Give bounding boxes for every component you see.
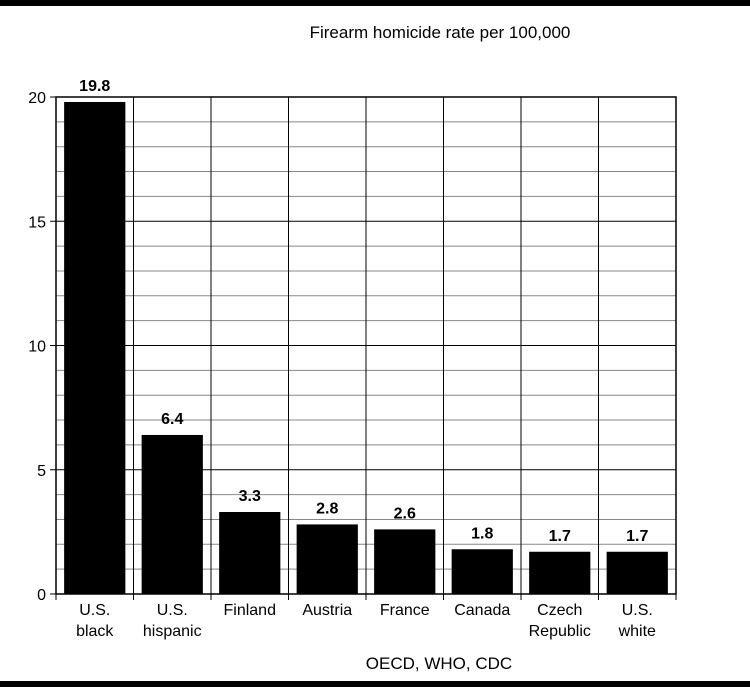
- bar: [529, 551, 591, 594]
- value-label: 2.8: [316, 500, 338, 517]
- category-label: hispanic: [143, 623, 202, 640]
- category-labels: U.S. black U.S. hispanic Finland Austria Franc…: [76, 602, 656, 640]
- chart-frame: Firearm homicide rate per 100,000 0 5 10 15…: [0, 6, 750, 681]
- category-label: Czech: [537, 602, 582, 619]
- value-label: 2.6: [394, 505, 416, 522]
- category-label: black: [76, 623, 114, 640]
- category-label: Republic: [529, 623, 591, 640]
- bar: [606, 551, 668, 594]
- bar: [219, 511, 281, 594]
- value-label: 3.3: [239, 488, 261, 505]
- category-label: U.S.: [622, 602, 653, 619]
- bar: [296, 524, 358, 594]
- y-tick-label: 10: [28, 339, 46, 356]
- bar: [64, 101, 126, 594]
- chart-title: Firearm homicide rate per 100,000: [310, 23, 571, 42]
- y-tick-label: 5: [37, 463, 46, 480]
- value-label: 1.7: [549, 528, 571, 545]
- bar: [451, 549, 513, 594]
- category-label: white: [618, 623, 656, 640]
- value-label: 1.8: [471, 525, 493, 542]
- y-tick-label: 20: [28, 90, 46, 107]
- bar-chart: Firearm homicide rate per 100,000 0 5 10 15…: [28, 23, 677, 673]
- y-tick-label: 0: [37, 587, 46, 604]
- bar: [374, 529, 436, 594]
- value-label: 1.7: [626, 528, 648, 545]
- category-label: Finland: [224, 602, 276, 619]
- grid: [55, 96, 677, 600]
- bar: [141, 434, 203, 594]
- chart-source: OECD, WHO, CDC: [366, 654, 512, 673]
- category-label: U.S.: [157, 602, 188, 619]
- y-axis-ticks: 0 5 10 15 20: [28, 90, 56, 604]
- bars: [64, 101, 668, 594]
- category-label: France: [380, 602, 430, 619]
- y-tick-label: 15: [28, 214, 46, 231]
- category-label: U.S.: [79, 602, 110, 619]
- value-label: 19.8: [79, 78, 110, 95]
- value-labels: 19.8 6.4 3.3 2.8 2.6 1.8 1.7 1.7: [79, 78, 648, 545]
- category-label: Austria: [302, 602, 352, 619]
- category-label: Canada: [454, 602, 510, 619]
- value-label: 6.4: [161, 411, 183, 428]
